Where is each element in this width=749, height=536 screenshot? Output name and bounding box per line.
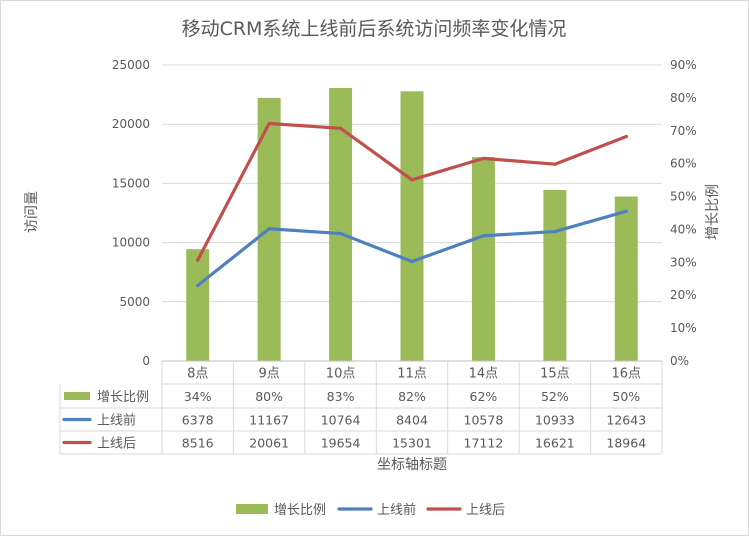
y-right-tick-label: 80% — [670, 91, 697, 105]
y-right-tick-label: 70% — [670, 124, 697, 138]
point-上线前 — [553, 229, 557, 234]
table-cell-value: 10764 — [321, 413, 361, 428]
x-tick-label: 16点 — [612, 367, 642, 382]
point-上线后 — [338, 126, 343, 130]
point-上线后 — [553, 162, 557, 166]
table-cell-value: 83% — [327, 389, 355, 404]
bar-增长比例 — [543, 189, 567, 361]
table-cell-value: 16621 — [535, 436, 575, 451]
y-right-tick-label: 90% — [670, 58, 697, 72]
table-cell-value: 80% — [255, 389, 283, 404]
bar-增长比例 — [471, 157, 495, 361]
x-tick-label: 10点 — [326, 367, 356, 382]
table-cell-value: 11167 — [249, 413, 289, 428]
point-上线前 — [410, 259, 414, 264]
y-left-tick-label: 25000 — [112, 58, 150, 72]
table-cell-value: 10578 — [464, 413, 504, 428]
point-上线后 — [624, 134, 628, 139]
y-right-tick-label: 60% — [670, 157, 697, 171]
point-上线前 — [624, 209, 628, 213]
table-legend-key-增长比例 — [64, 392, 90, 400]
point-上线前 — [267, 227, 271, 231]
table-cell-value: 50% — [612, 389, 640, 404]
y-right-tick-label: 30% — [670, 255, 697, 269]
y-right-tick-label: 50% — [670, 190, 697, 204]
chart-title: 移动CRM系统上线前后系统访问频率变化情况 — [182, 18, 567, 40]
point-上线后 — [410, 178, 414, 182]
bar-增长比例 — [186, 249, 210, 361]
table-cell-value: 17112 — [464, 436, 504, 451]
y-right-tick-label: 0% — [670, 354, 689, 368]
table-cell-value: 10933 — [535, 413, 575, 428]
table-cell-value: 62% — [470, 389, 498, 404]
y-left-tick-label: 10000 — [112, 236, 150, 250]
x-tick-label: 15点 — [540, 367, 570, 382]
legend-label: 增长比例 — [274, 503, 326, 518]
point-上线后 — [196, 258, 200, 262]
table-cell-value: 82% — [398, 389, 426, 404]
point-上线前 — [481, 234, 486, 238]
table-cell-value: 20061 — [249, 436, 289, 451]
table-cell-value: 52% — [541, 389, 569, 404]
table-cell-value: 19654 — [321, 436, 361, 451]
table-cell-value: 18964 — [606, 436, 646, 451]
x-axis-title: 坐标轴标题 — [377, 457, 447, 473]
table-series-name: 上线后 — [97, 437, 136, 452]
legend-key-增长比例 — [236, 504, 268, 514]
y-left-tick-label: 5000 — [119, 295, 150, 309]
table-cell-value: 8516 — [182, 436, 214, 451]
table-cell-value: 15301 — [392, 436, 432, 451]
point-上线前 — [338, 231, 343, 236]
bar-增长比例 — [329, 88, 353, 362]
y-right-tick-label: 10% — [670, 321, 697, 335]
y-right-tick-label: 20% — [670, 288, 697, 302]
legend-label: 上线后 — [466, 503, 505, 518]
table-cell-value: 34% — [184, 389, 212, 404]
bar-增长比例 — [400, 91, 424, 362]
x-tick-label: 9点 — [259, 367, 280, 382]
table-cell-value: 8404 — [396, 413, 428, 428]
bar-增长比例 — [614, 196, 638, 361]
y-left-tick-label: 20000 — [112, 117, 150, 131]
y-right-axis-title: 增长比例 — [705, 184, 721, 240]
table-cell-value: 12643 — [606, 413, 646, 428]
legend-label: 上线前 — [377, 502, 416, 518]
point-上线后 — [481, 156, 486, 160]
x-tick-label: 14点 — [469, 367, 499, 382]
y-right-tick-label: 40% — [670, 222, 697, 236]
point-上线后 — [267, 121, 271, 126]
y-left-tick-label: 0 — [142, 354, 150, 368]
x-tick-label: 11点 — [397, 367, 427, 382]
x-tick-label: 8点 — [187, 367, 208, 382]
point-上线前 — [196, 283, 200, 288]
table-cell-value: 6378 — [182, 413, 214, 428]
table-series-name: 上线前 — [97, 413, 136, 429]
y-left-axis-title: 访问量 — [24, 191, 40, 233]
table-series-name: 增长比例 — [97, 390, 149, 405]
y-left-tick-label: 15000 — [112, 176, 150, 190]
